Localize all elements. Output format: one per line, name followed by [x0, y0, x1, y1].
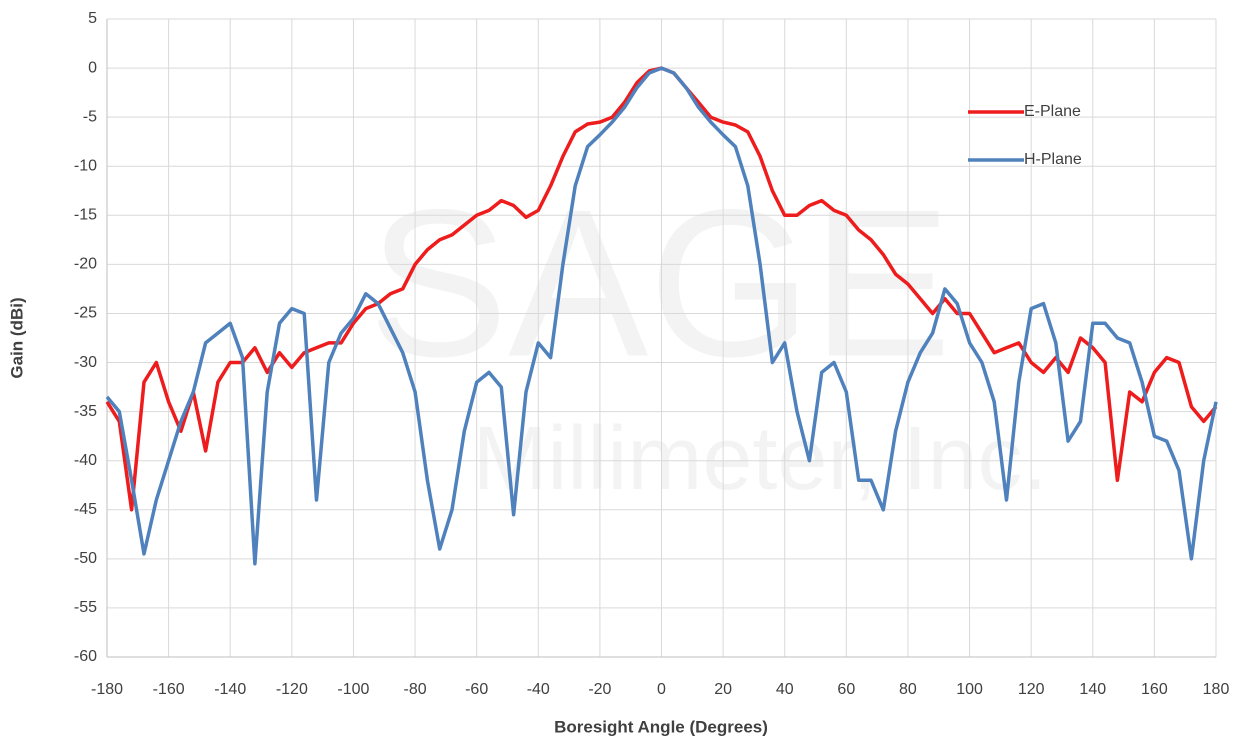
x-tick-label: -180 [91, 681, 123, 698]
x-tick-label: -120 [276, 681, 308, 698]
y-tick-label: -45 [74, 501, 97, 518]
watermark: SAGE [368, 165, 952, 400]
y-tick-label: -5 [83, 108, 97, 125]
y-tick-label: -40 [74, 452, 97, 469]
y-tick-label: -50 [74, 550, 97, 567]
watermark-sub: Millimeter, Inc. [472, 409, 1047, 509]
x-tick-label: -40 [527, 681, 550, 698]
x-tick-label: 0 [657, 681, 666, 698]
x-axis-title: Boresight Angle (Degrees) [554, 717, 768, 736]
x-tick-label: 20 [714, 681, 732, 698]
x-tick-label: 120 [1018, 681, 1045, 698]
y-tick-label: 5 [88, 10, 97, 27]
x-tick-label: -60 [465, 681, 488, 698]
y-axis-title: Gain (dBi) [7, 297, 26, 378]
series-line [105, 66, 1218, 566]
x-tick-label: -160 [153, 681, 185, 698]
x-tick-label: 60 [837, 681, 855, 698]
x-tick-label: 40 [776, 681, 794, 698]
legend-label: H-Plane [1024, 151, 1082, 168]
x-tick-label: -140 [214, 681, 246, 698]
x-tick-label: 160 [1141, 681, 1168, 698]
y-tick-label: -20 [74, 256, 97, 273]
x-tick-label: -100 [337, 681, 369, 698]
legend-label: E-Plane [1024, 103, 1081, 120]
x-tick-label: 180 [1203, 681, 1230, 698]
x-tick-label: -20 [588, 681, 611, 698]
x-tick-label: -80 [403, 681, 426, 698]
y-tick-label: 0 [88, 59, 97, 76]
x-tick-label: 140 [1079, 681, 1106, 698]
y-tick-label: -60 [74, 648, 97, 665]
y-tick-label: -30 [74, 354, 97, 371]
y-tick-label: -55 [74, 599, 97, 616]
y-tick-label: -25 [74, 305, 97, 322]
y-tick-label: -15 [74, 207, 97, 224]
x-tick-label: 100 [956, 681, 983, 698]
y-tick-label: -10 [74, 157, 97, 174]
y-tick-label: -35 [74, 403, 97, 420]
x-tick-label: 80 [899, 681, 917, 698]
